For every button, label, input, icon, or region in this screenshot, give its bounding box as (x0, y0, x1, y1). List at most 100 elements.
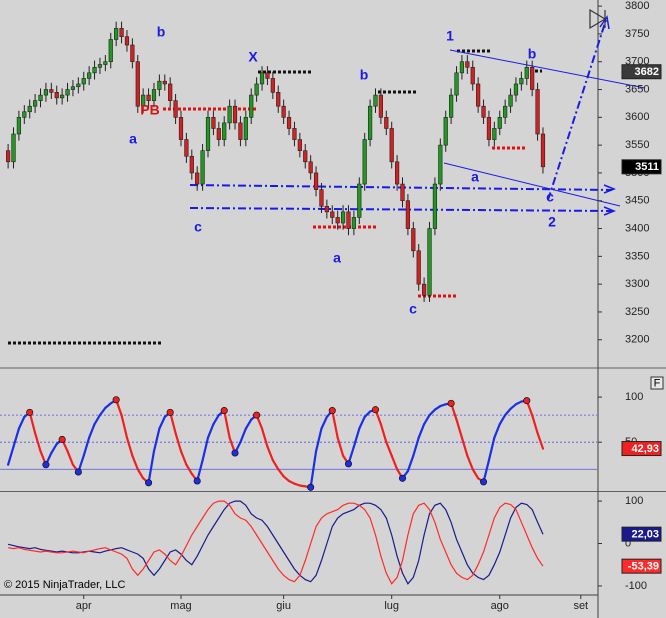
panel-button-label[interactable]: F (654, 377, 661, 389)
oscillator-segment (152, 427, 161, 453)
panel-button[interactable] (650, 376, 664, 390)
candle-body (481, 105, 486, 118)
y-tick-label: 100 (625, 391, 643, 403)
oscillator-segment (358, 415, 366, 430)
candle-body (135, 61, 140, 107)
candle-body (270, 78, 275, 93)
candle-body (432, 183, 438, 229)
candle-body (378, 94, 383, 118)
oscillator-segment (320, 415, 328, 430)
wave-label: X (248, 49, 258, 65)
y-tick-label: 3200 (625, 334, 649, 346)
candle-body (416, 250, 421, 285)
candle-body (114, 28, 119, 40)
candle-body (454, 72, 459, 96)
pivot-marker (344, 460, 353, 468)
pivot-marker (220, 407, 228, 415)
candle-body (178, 117, 184, 140)
candle-body (351, 217, 356, 229)
oscillator-segment (352, 427, 361, 448)
oscillator-segment (147, 450, 156, 484)
wave-label: c (546, 189, 554, 205)
candle-body (367, 105, 373, 140)
candle-body (400, 183, 405, 202)
copyright: © 2015 NinjaTrader, LLC (4, 579, 125, 591)
oscillator-segment (336, 436, 345, 457)
candle-body (265, 72, 270, 79)
y-tick-label: 3300 (625, 278, 649, 290)
oscillator-segment (93, 414, 102, 426)
x-tick-label: apr (76, 600, 92, 612)
oscillator-segment (174, 432, 183, 453)
wave-label: 2 (548, 214, 556, 230)
candle-body (319, 189, 324, 207)
candle-body (340, 211, 346, 224)
candle-body (119, 28, 124, 37)
value-label-box (621, 441, 662, 457)
oscillator-segment (179, 450, 188, 466)
candle-body (11, 133, 16, 163)
oscillator-segment (385, 441, 393, 457)
candle-body (535, 89, 540, 135)
oscillator-segment (282, 475, 291, 483)
candle-body (313, 172, 319, 190)
y-tick-label: 3600 (625, 111, 649, 123)
oscillator-segment (390, 454, 399, 471)
candle-body (486, 117, 492, 140)
y-tick-label: 0 (625, 537, 631, 549)
candle-body (33, 100, 38, 107)
candle-body (54, 92, 59, 99)
wave-label: 1 (446, 28, 454, 44)
candle-body (540, 133, 546, 168)
candle-body (222, 122, 227, 140)
candle-body (357, 183, 362, 218)
candle-body (443, 117, 448, 146)
candle-body (427, 228, 432, 296)
oscillator-segment (412, 436, 420, 457)
candle-body (422, 283, 427, 296)
oscillator-segment (331, 409, 339, 439)
y-tick-label: 3350 (625, 250, 649, 262)
candle-body (103, 61, 108, 65)
pivot-marker (523, 397, 531, 405)
y-tick-label: 3400 (625, 222, 649, 234)
oscillator-segment (363, 410, 372, 419)
pivot-marker (26, 408, 34, 416)
candle-body (508, 94, 513, 107)
candle-body (346, 211, 351, 229)
candle-body (411, 228, 416, 252)
oscillator-segment (131, 454, 139, 471)
oscillator-segment (314, 427, 323, 453)
candle-body (81, 78, 86, 85)
pivot-marker (74, 468, 82, 476)
candle-body (308, 161, 313, 174)
value-label-box (621, 526, 662, 542)
wave-label: c (194, 219, 202, 235)
oscillator-segment (66, 450, 75, 466)
y-tick-label: 3650 (625, 83, 649, 95)
oscillator-segment (7, 445, 15, 466)
oscillator-segment (50, 442, 58, 455)
oscillator-segment (536, 432, 545, 450)
wave-label: PB (140, 102, 159, 118)
x-tick-label: giu (276, 600, 291, 612)
y-tick-label: 3250 (625, 306, 649, 318)
candle-body (195, 172, 200, 185)
candle-body (243, 117, 248, 140)
oscillator-segment (417, 423, 426, 439)
oscillator-segment (266, 445, 274, 462)
oscillator-segment (212, 414, 220, 426)
x-tick-label: lug (384, 600, 399, 612)
oscillator-segment (244, 418, 253, 430)
oscillator-segment (34, 432, 42, 453)
candle-body (216, 128, 221, 140)
candle-body (405, 200, 411, 229)
candle-body (211, 117, 216, 129)
candle-body (6, 150, 11, 163)
oscillator-line (7, 500, 544, 585)
oscillator-segment (504, 407, 512, 417)
y-tick-label: 3450 (625, 195, 649, 207)
value-label-box (621, 64, 662, 80)
candle-body (38, 94, 43, 101)
